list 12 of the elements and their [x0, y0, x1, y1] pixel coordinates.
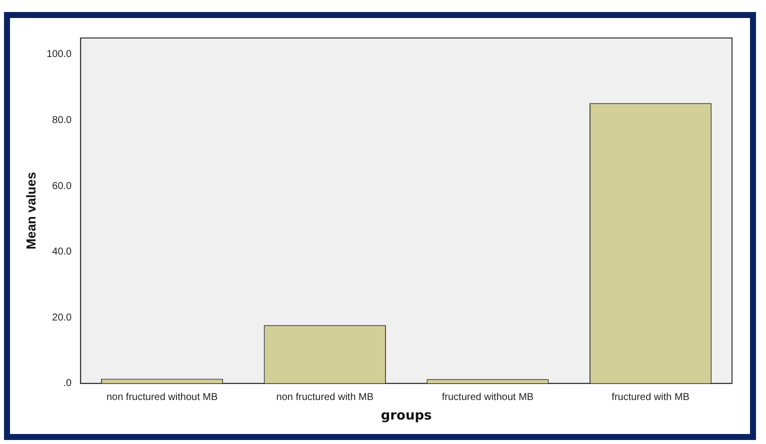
y-axis-title: Mean values — [23, 172, 38, 250]
x-tick-label: fructured without MB — [442, 392, 534, 404]
x-tick-label: non fructured with MB — [276, 392, 374, 404]
y-tick-label: 80.0 — [52, 114, 72, 126]
y-tick-label: .0 — [63, 378, 72, 390]
y-tick-label: 40.0 — [52, 246, 72, 258]
y-tick-label: 20.0 — [52, 312, 72, 324]
x-tick-label: fructured with MB — [612, 392, 690, 404]
x-axis-title: groups — [380, 408, 432, 424]
y-tick-label: 100.0 — [46, 49, 72, 60]
y-tick-label: 60.0 — [52, 180, 72, 192]
x-tick-label: non fructured without MB — [106, 392, 218, 404]
